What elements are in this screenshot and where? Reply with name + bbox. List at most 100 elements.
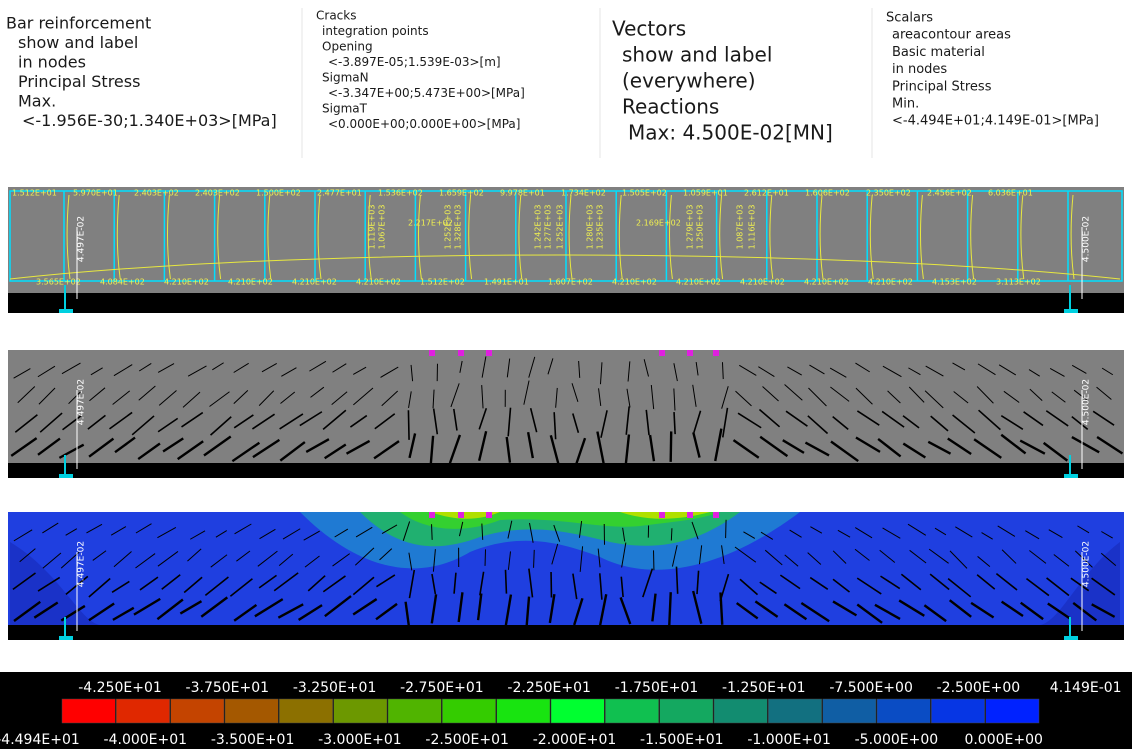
panel-title: Bar reinforcement	[6, 14, 151, 33]
panel-line: <0.000E+00;0.000E+00>[MPa]	[328, 117, 520, 131]
bar-label: 4.210E+02	[676, 278, 721, 287]
bar-label: 4.210E+02	[612, 278, 657, 287]
legend-swatch	[768, 699, 821, 723]
legend-swatch	[986, 699, 1039, 723]
legend-label: -1.000E+01	[747, 732, 831, 748]
legend-label: -4.494E+01	[0, 732, 80, 748]
panel-line: SigmaT	[322, 102, 368, 116]
panel-line: show and label	[622, 43, 772, 67]
bar-label: 4.210E+02	[164, 278, 209, 287]
load-marker	[687, 350, 693, 356]
bar-label: 1.067E+03	[378, 205, 387, 250]
load-marker	[429, 512, 435, 518]
panel-line: Max: 4.500E-02[MN]	[628, 121, 833, 145]
legend-label: -1.750E+01	[615, 680, 699, 696]
legend-label: 4.149E-01	[1050, 680, 1122, 696]
load-marker	[458, 350, 464, 356]
legend-label: -2.750E+01	[400, 680, 484, 696]
bar-label: 4.153E+02	[932, 278, 977, 287]
reaction-label: 4.497E-02	[77, 379, 87, 425]
crack	[669, 592, 670, 625]
bar-label: 1.505E+02	[622, 189, 667, 198]
bar-label: 2.612E+01	[744, 189, 789, 198]
bar-label: 1.734E+02	[561, 189, 606, 198]
panel-title: Cracks	[316, 9, 356, 23]
legend-swatch	[171, 699, 224, 723]
bar-label: 4.210E+02	[292, 278, 337, 287]
load-marker	[713, 350, 719, 356]
panel-line: <-4.494E+01;4.149E-01>[MPa]	[892, 114, 1099, 129]
bar-label: 1.116E+03	[748, 205, 757, 250]
load-marker	[486, 512, 492, 518]
bar-label: 4.210E+02	[804, 278, 849, 287]
crack	[674, 412, 675, 434]
legend-label: -3.500E+01	[211, 732, 295, 748]
load-marker	[687, 512, 693, 518]
bar-label: 1.252E+03	[556, 205, 565, 250]
panel-line: areacontour areas	[892, 28, 1011, 43]
legend-swatch	[551, 699, 604, 723]
page: Bar reinforcementshow and labelin nodesP…	[0, 0, 1132, 749]
crack	[671, 528, 672, 540]
reaction-label: 4.497E-02	[77, 541, 87, 587]
bar-label: 4.210E+02	[868, 278, 913, 287]
crack	[505, 570, 506, 594]
legend-label: -5.000E+00	[855, 732, 939, 748]
legend-swatch	[334, 699, 387, 723]
load-marker	[659, 512, 665, 518]
panel-line: <-3.897E-05;1.539E-03>[m]	[328, 55, 501, 69]
load-marker	[429, 350, 435, 356]
bar-label: 2.456E+02	[927, 189, 972, 198]
legend-label: -2.250E+01	[507, 680, 591, 696]
legend-label: -4.000E+01	[104, 732, 188, 748]
bar-label: 1.500E+02	[256, 189, 301, 198]
bar-label: 1.512E+01	[12, 189, 57, 198]
legend-label: -2.000E+01	[533, 732, 617, 748]
panel-title: Vectors	[612, 17, 686, 41]
reaction-label: 4.500E-02	[1082, 379, 1092, 425]
load-marker	[458, 512, 464, 518]
legend-label: -4.250E+01	[78, 680, 162, 696]
reaction-label: 4.500E-02	[1082, 216, 1092, 262]
bar-label: 1.250E+03	[696, 205, 705, 250]
model-view: 1.512E+01 5.970E+01 2.403E+02 2.403E+02 1.50…	[8, 187, 1124, 313]
legend-label: -2.500E+00	[937, 680, 1021, 696]
bar-label: 1.328E+03	[454, 205, 463, 250]
panel-line: in nodes	[892, 62, 947, 77]
bar-label: 1.119E+03	[368, 205, 377, 250]
crack	[408, 410, 409, 440]
bar-label: 1.252E+03	[444, 205, 453, 250]
bar-label: 4.210E+02	[356, 278, 401, 287]
bar-label: 5.970E+01	[73, 189, 118, 198]
bar-label: 3.565E+02	[36, 278, 81, 287]
bar-label: 2.403E+02	[195, 189, 240, 198]
crack	[534, 550, 535, 568]
bar-label: 1.536E+02	[378, 189, 423, 198]
legend-swatch	[823, 699, 876, 723]
bar-label: 2.477E+01	[317, 189, 362, 198]
bar-label: 1.059E+01	[683, 189, 728, 198]
legend-swatch	[660, 699, 713, 723]
legend-label: -3.000E+01	[318, 732, 402, 748]
support-base	[8, 463, 1124, 478]
reaction-label: 4.497E-02	[77, 216, 87, 262]
legend-swatch	[877, 699, 930, 723]
panel-line: (everywhere)	[622, 69, 756, 93]
legend-swatch	[388, 699, 441, 723]
legend-label: 0.000E+00	[964, 732, 1042, 748]
screenshot: Bar reinforcementshow and labelin nodesP…	[0, 0, 1132, 749]
crack	[671, 431, 672, 461]
bar-label: 9.978E+01	[500, 189, 545, 198]
panel-line: Opening	[322, 40, 373, 54]
legend-swatch	[497, 699, 550, 723]
bar-label: 1.242E+03	[534, 205, 543, 250]
legend-swatch	[605, 699, 658, 723]
bar-label: 1.659E+02	[439, 189, 484, 198]
bar-label: 1.606E+02	[805, 189, 850, 198]
load-marker	[486, 350, 492, 356]
bar-label: 2.403E+02	[134, 189, 179, 198]
support-base	[8, 625, 1124, 640]
legend-label: -1.500E+01	[640, 732, 724, 748]
panel-line: Basic material	[892, 45, 985, 60]
